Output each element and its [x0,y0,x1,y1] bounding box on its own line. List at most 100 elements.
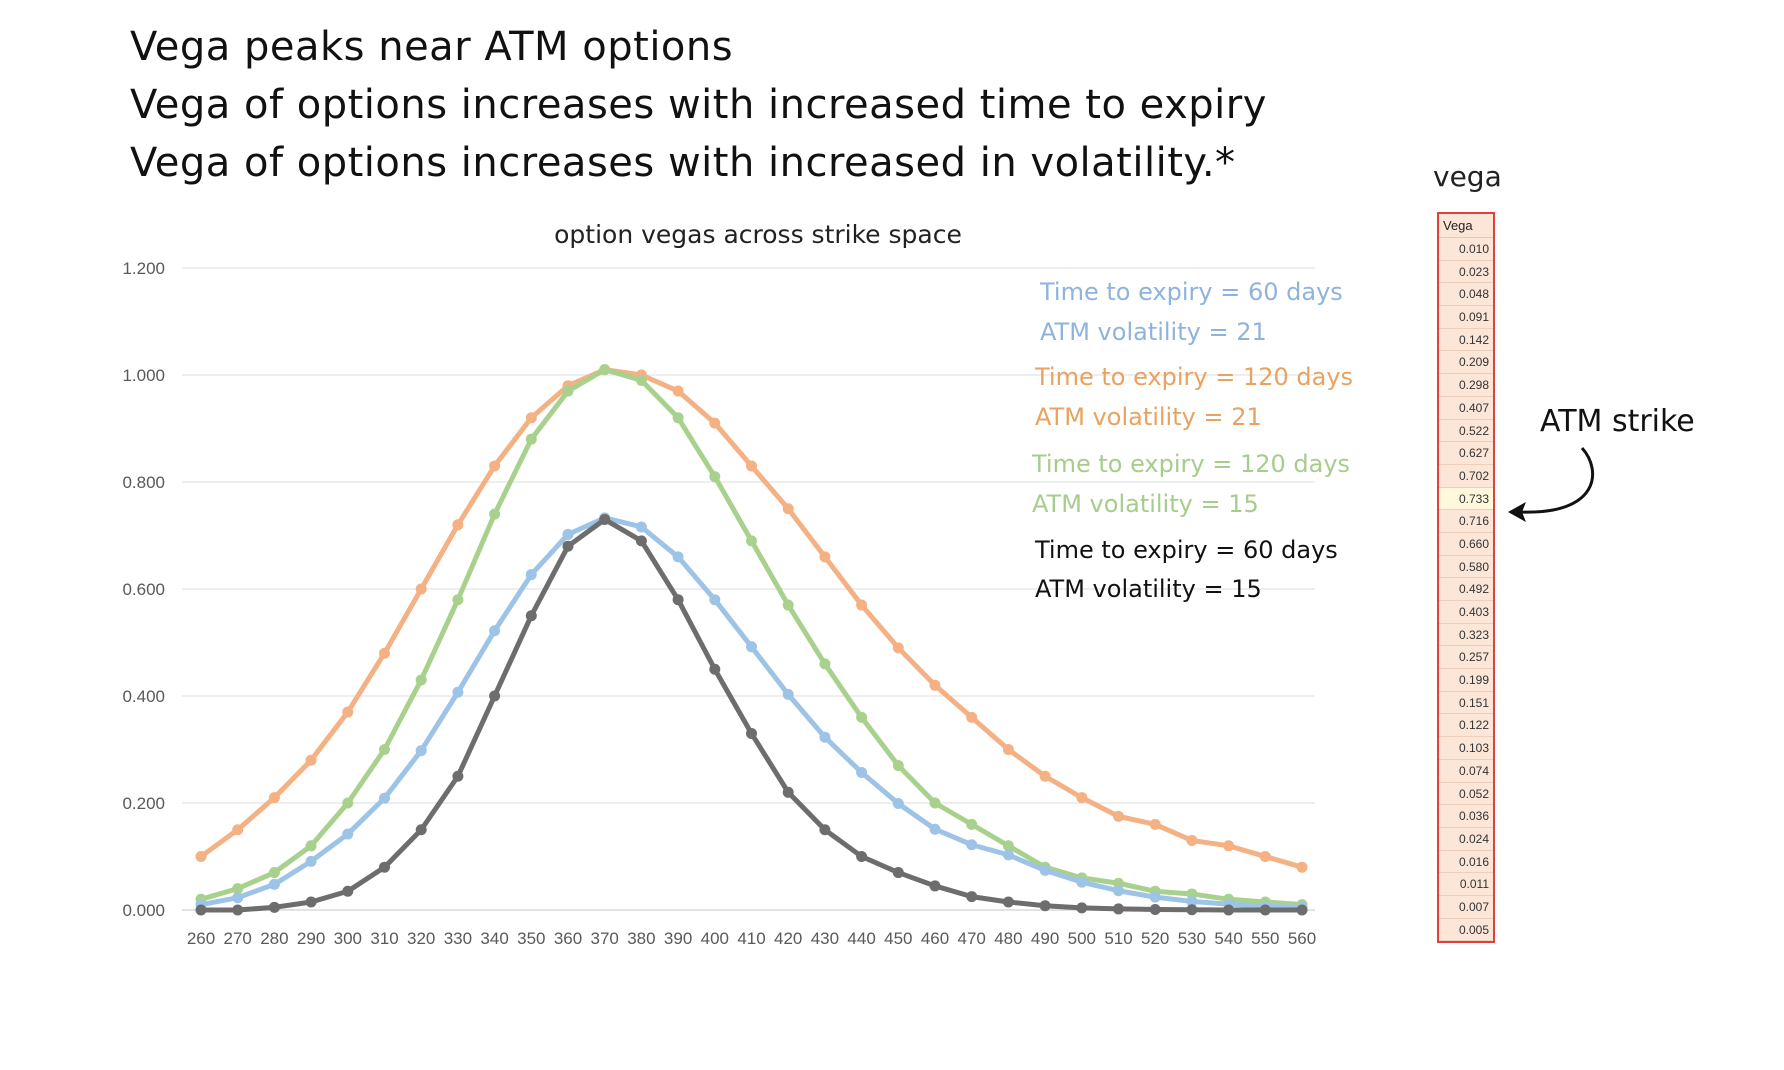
data-point [342,828,354,840]
vega-table-cell: 0.024 [1439,827,1493,851]
data-point [562,528,574,540]
vega-table-cell: 0.052 [1439,782,1493,806]
data-point [892,760,904,772]
data-point [929,797,941,809]
vega-table-cell: 0.010 [1439,238,1493,261]
vega-table-cell: 0.522 [1439,419,1493,443]
data-point [929,880,941,892]
series-4 [195,513,1308,916]
vega-table-cell: 0.580 [1439,555,1493,579]
x-tick-label: 310 [370,929,398,948]
x-tick-label: 520 [1141,929,1169,948]
atm-strike-label: ATM strike [1540,404,1695,439]
data-point [782,688,794,700]
data-point [195,851,207,862]
data-point [782,786,794,798]
data-point [856,851,868,862]
annotation-label: Time to expiry = 120 days [1031,450,1350,478]
x-tick-label: 400 [701,929,729,948]
y-tick-label: 0.400 [122,687,165,706]
data-point [525,610,537,622]
data-point [232,892,244,904]
x-tick-label: 380 [627,929,655,948]
data-point [232,904,244,916]
vega-table-cell: 0.407 [1439,396,1493,420]
annotation-label: ATM volatility = 21 [1040,318,1267,346]
x-tick-label: 560 [1288,929,1316,948]
vega-table-cell: 0.716 [1439,510,1493,533]
data-point [746,641,757,653]
vega-table-cell: 0.151 [1439,691,1493,715]
x-tick-label: 530 [1178,929,1206,948]
data-point [892,867,904,879]
data-point [525,412,537,424]
data-point [1223,840,1235,852]
annotation-label: ATM volatility = 15 [1032,490,1259,518]
x-tick-label: 320 [407,929,435,948]
data-point [782,599,794,611]
annotation-label: ATM volatility = 21 [1035,403,1262,431]
data-point [1002,896,1014,908]
x-tick-label: 510 [1104,929,1132,948]
data-point [1039,900,1051,912]
data-point [709,471,721,483]
data-point [1296,904,1308,916]
x-tick-label: 340 [480,929,508,948]
data-point [1259,904,1271,916]
x-tick-label: 410 [737,929,765,948]
data-point [525,569,537,581]
data-point [672,594,684,606]
annotation-label: Time to expiry = 120 days [1034,363,1353,391]
data-point [1076,876,1088,888]
vega-table: Vega 0.010 0.023 0.048 0.091 0.142 0.209 0.298… [1437,212,1495,944]
data-point [195,904,207,916]
data-point [415,583,427,595]
data-point [635,535,647,547]
vega-table-cell: 0.142 [1439,328,1493,352]
x-tick-label: 490 [1031,929,1059,948]
data-point [268,878,280,890]
data-point [1113,903,1124,915]
data-point [268,792,280,804]
data-point [415,674,427,686]
vega-table-cell: 0.011 [1439,873,1493,896]
x-tick-label: 330 [444,929,472,948]
data-point [672,412,684,424]
x-tick-label: 460 [921,929,949,948]
data-point [635,374,647,386]
data-point [746,727,757,739]
data-point [379,744,390,755]
data-point [709,417,721,429]
data-point [1076,902,1088,914]
data-point [1002,744,1014,755]
data-point [672,551,684,563]
x-tick-label: 260 [187,929,215,948]
x-tick-label: 270 [224,929,252,948]
y-tick-label: 1.000 [122,366,165,385]
data-point [452,686,464,698]
data-point [232,883,244,895]
annotation-label: ATM volatility = 15 [1035,575,1262,603]
data-point [342,706,354,718]
x-tick-label: 290 [297,929,325,948]
data-point [966,839,978,851]
vega-table-cell: 0.323 [1439,623,1493,647]
data-point [746,460,757,472]
data-point [1039,770,1051,782]
data-point [966,818,978,830]
data-point [782,503,794,515]
data-point [635,521,647,533]
data-point [709,594,721,606]
data-point [1149,891,1161,903]
data-point [562,385,574,397]
data-point [232,824,244,836]
data-point [1113,885,1124,897]
x-tick-label: 500 [1068,929,1096,948]
data-point [1149,903,1161,915]
x-tick-label: 420 [774,929,802,948]
data-point [1002,840,1014,852]
data-point [305,754,317,766]
data-point [599,364,611,376]
data-point [1039,864,1051,876]
series-lines [195,364,1308,916]
